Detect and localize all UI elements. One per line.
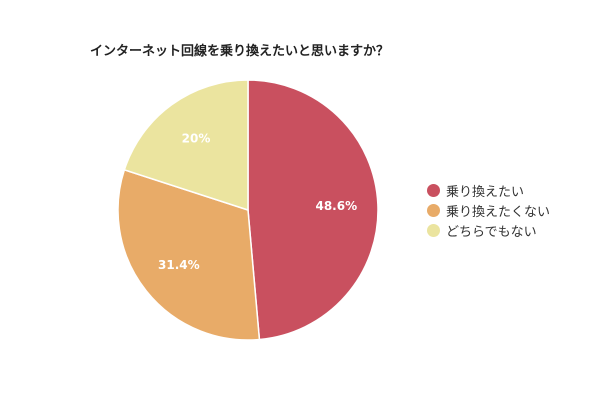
chart-title: インターネット回線を乗り換えたいと思いますか？ [90,44,390,59]
slice-label: 48.6% [315,199,357,213]
slice-label: 20% [182,131,211,145]
legend-dot-icon [427,223,440,237]
slice-label: 31.4% [158,258,200,272]
legend-label: どちらでもない [446,224,537,240]
legend-label: 乗り換えたくない [446,204,551,220]
legend-dot-icon [427,183,440,197]
legend-item[interactable]: 乗り換えたくない [427,200,550,220]
legend: 乗り換えたい 乗り換えたくない どちらでもない [427,180,550,240]
legend-dot-icon [427,203,440,217]
legend-item[interactable]: 乗り換えたい [427,180,550,200]
pie-slice[interactable] [123,79,249,212]
pie-slice[interactable] [247,79,379,341]
legend-item[interactable]: どちらでもない [427,220,550,240]
pie-slice[interactable] [117,168,261,341]
legend-label: 乗り換えたい [446,184,525,200]
